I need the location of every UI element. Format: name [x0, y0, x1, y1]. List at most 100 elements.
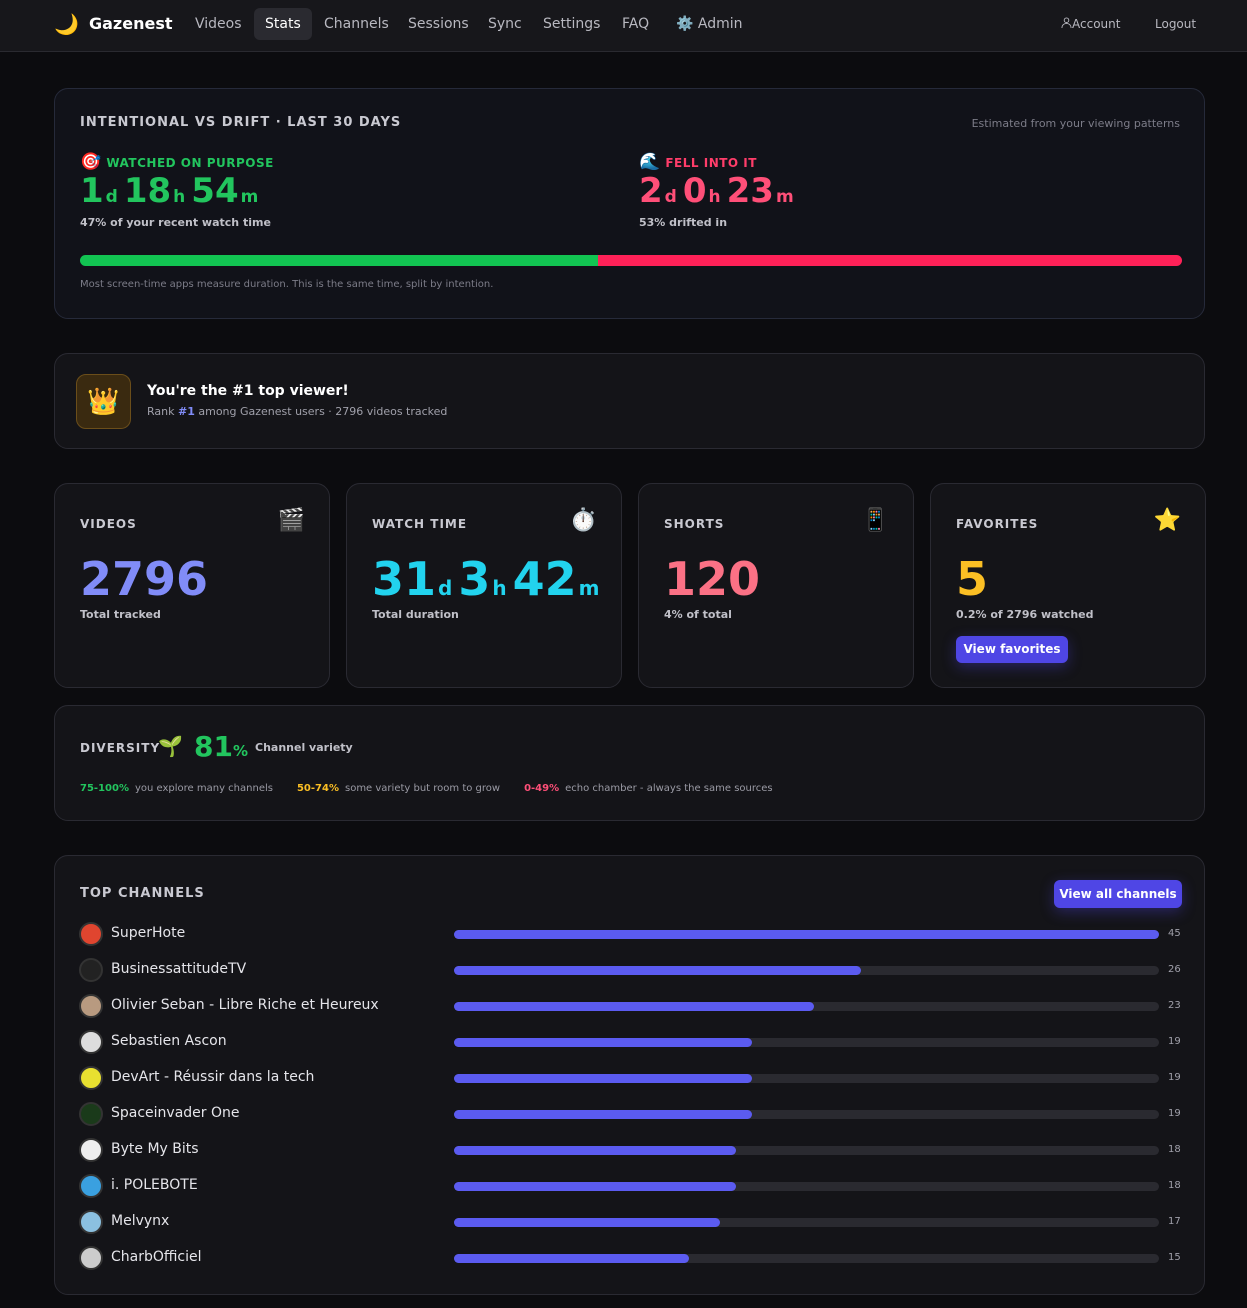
purpose-head: 🎯 WATCHED ON PURPOSE — [80, 152, 274, 172]
rank-title: You're the #1 top viewer! — [147, 383, 349, 399]
channel-avatar — [79, 994, 103, 1018]
time-unit: h — [492, 576, 507, 600]
channel-avatar — [79, 1210, 103, 1234]
channel-bar — [454, 1002, 815, 1011]
channel-name[interactable]: Sebastien Ascon — [111, 1033, 227, 1049]
channel-name[interactable]: SuperHote — [111, 925, 186, 941]
account-link[interactable]: Account — [1050, 8, 1131, 40]
time-value: 23 — [726, 171, 774, 211]
legend-range: 50-74% — [296, 783, 339, 794]
channel-avatar — [79, 1138, 103, 1162]
legend-range: 0-49% — [524, 783, 560, 794]
stat-caption: 4% of total — [664, 608, 732, 621]
brand-icon: 🌙 — [54, 12, 79, 36]
nav-link[interactable]: FAQ — [622, 16, 650, 32]
time-value: 0 — [682, 171, 707, 211]
intent-note: Estimated from your viewing patterns — [971, 117, 1180, 130]
channel-name[interactable]: BusinessattitudeTV — [111, 961, 247, 977]
channel-track — [454, 1038, 1159, 1047]
nav-link[interactable]: Stats — [254, 8, 312, 40]
channel-track — [454, 1146, 1159, 1155]
time-value: 3 — [458, 552, 491, 606]
channel-name[interactable]: Byte My Bits — [111, 1141, 199, 1157]
drift-icon: 🌊 — [639, 152, 661, 172]
nav-link[interactable]: Videos — [195, 16, 242, 32]
channel-track — [454, 1218, 1159, 1227]
channel-count: 18 — [1168, 1180, 1181, 1191]
admin-text: Admin — [697, 16, 743, 32]
intent-bar — [80, 255, 1182, 266]
time-value: 120 — [664, 552, 761, 606]
stat-icon: ⏱️ — [569, 508, 597, 533]
admin-icon: ⚙️ — [676, 16, 694, 32]
channel-avatar — [79, 1066, 103, 1090]
rank-icon: 👑 — [76, 374, 131, 429]
channel-name[interactable]: CharbOfficiel — [111, 1249, 202, 1265]
diversity-card: DIVERSITY 🌱 81% Channel variety 75-100% y… — [54, 705, 1205, 821]
time-value: 42 — [512, 552, 577, 606]
channels-card: TOP CHANNELS View all channels SuperHote… — [54, 855, 1205, 1295]
channel-count: 19 — [1168, 1108, 1181, 1119]
purpose-block: 🎯 WATCHED ON PURPOSE 1 d 18 h 54 m 47% of you… — [80, 152, 274, 229]
diversity-legend: 75-100% you explore many channels 50-74% so… — [80, 783, 773, 794]
channel-avatar — [79, 1030, 103, 1054]
nav-link[interactable]: Settings — [543, 16, 601, 32]
drift-head: 🌊 FELL INTO IT — [639, 152, 800, 172]
drift-label: FELL INTO IT — [665, 156, 757, 170]
channel-count: 45 — [1168, 928, 1181, 939]
brand[interactable]: Gazenest — [89, 14, 173, 33]
purpose-label: WATCHED ON PURPOSE — [106, 156, 274, 170]
channel-bar — [454, 1218, 721, 1227]
channel-track — [454, 1002, 1159, 1011]
admin-link[interactable]: ⚙️ Admin — [665, 8, 754, 40]
stat-label: SHORTS — [664, 517, 725, 531]
purpose-icon: 🎯 — [80, 152, 102, 172]
time-unit: m — [578, 576, 600, 600]
channel-name[interactable]: DevArt - Réussir dans la tech — [111, 1069, 315, 1085]
intent-card: INTENTIONAL VS DRIFT · LAST 30 DAYS Esti… — [54, 88, 1205, 319]
channel-avatar — [79, 1246, 103, 1270]
logout-link[interactable]: Logout — [1155, 17, 1197, 31]
diversity-unit: % — [232, 742, 248, 760]
diversity-label: DIVERSITY — [80, 741, 161, 755]
stat-value: 5 — [956, 552, 988, 606]
nav-bar: 🌙 Gazenest Videos Stats Channels Sessions Sy… — [0, 0, 1247, 52]
stat-caption: 0.2% of 2796 watched — [956, 608, 1094, 621]
rank-suffix: among Gazenest users · 2796 videos track… — [198, 405, 448, 418]
time-unit: d — [438, 576, 453, 600]
time-value: 2 — [639, 171, 663, 211]
stat-label: FAVORITES — [956, 517, 1039, 531]
nav-link[interactable]: Channels — [324, 16, 389, 32]
legend-item: 75-100% you explore many channels — [80, 783, 273, 794]
stat-caption: Total duration — [372, 608, 459, 621]
rank-number: #1 — [177, 405, 195, 418]
time-unit: m — [240, 187, 259, 207]
channel-track — [454, 930, 1159, 939]
stat-button[interactable]: View favorites — [956, 636, 1068, 663]
channel-name[interactable]: i. POLEBOTE — [111, 1177, 198, 1193]
channel-name[interactable]: Olivier Seban - Libre Riche et Heureux — [111, 997, 379, 1013]
channel-name[interactable]: Spaceinvader One — [111, 1105, 240, 1121]
legend-item: 50-74% some variety but room to grow — [297, 783, 500, 794]
time-value: 2796 — [80, 552, 209, 606]
channel-name[interactable]: Melvynx — [111, 1213, 170, 1229]
account-icon — [1061, 17, 1072, 29]
stat-icon: 🎬 — [277, 508, 305, 533]
time-value: 5 — [956, 552, 989, 606]
channel-count: 26 — [1168, 964, 1181, 975]
rank-sub: Rank #1 among Gazenest users · 2796 vide… — [147, 405, 447, 418]
time-value: 31 — [372, 552, 437, 606]
rank-prefix: Rank — [147, 405, 175, 418]
legend-text: some variety but room to grow — [344, 783, 501, 794]
purpose-caption: 47% of your recent watch time — [80, 216, 271, 229]
account-text: Account — [1072, 17, 1121, 31]
stat-card: SHORTS 📱 120 4% of total — [638, 483, 914, 688]
stat-icon: 📱 — [861, 508, 889, 533]
nav-link[interactable]: Sessions — [408, 16, 469, 32]
channel-bar — [454, 1110, 752, 1119]
view-all-button[interactable]: View all channels — [1054, 880, 1182, 908]
channel-avatar — [79, 1174, 103, 1198]
stat-value: 2796 — [80, 552, 208, 606]
nav-link[interactable]: Sync — [488, 16, 522, 32]
